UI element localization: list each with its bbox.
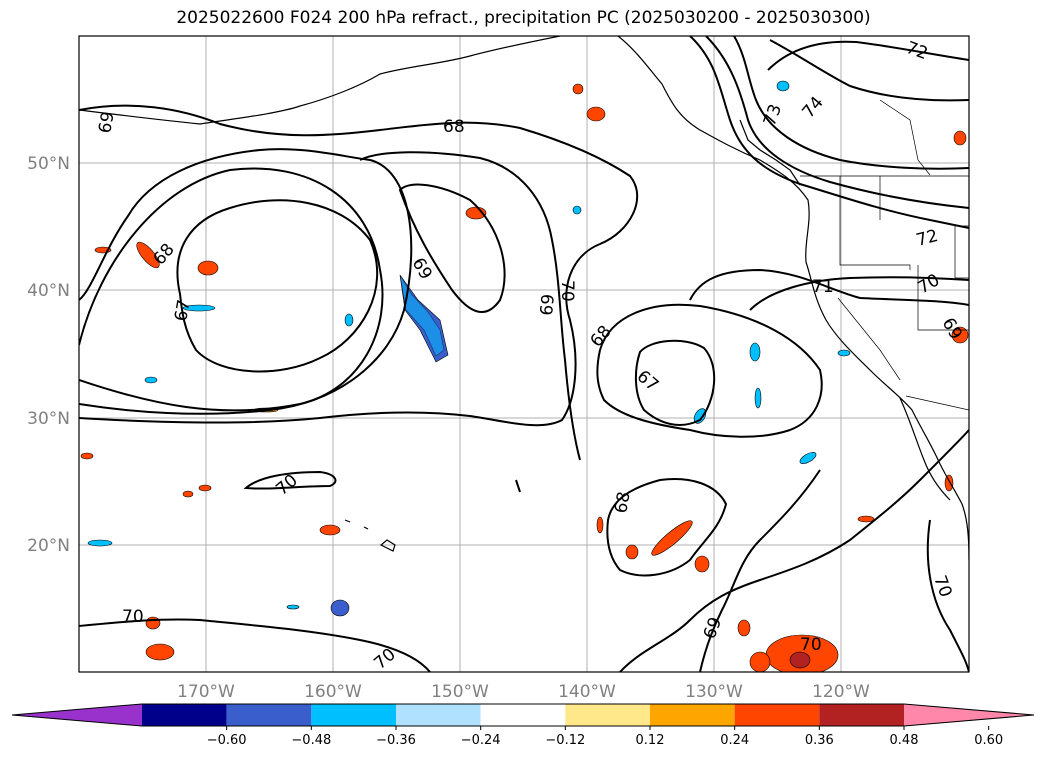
colorbar-swatch	[142, 704, 227, 726]
lon-tick: 140°W	[558, 682, 616, 702]
lat-tick: 20°N	[27, 536, 70, 556]
lat-tick: 50°N	[27, 154, 70, 174]
colorbar-tick-label: −0.36	[376, 733, 416, 748]
colorbar-tick-label: 0.36	[805, 733, 834, 748]
colorbar-swatch	[311, 704, 396, 726]
svg-text:71: 71	[812, 277, 834, 297]
plot-area	[79, 36, 969, 672]
colorbar-swatch	[480, 704, 566, 726]
colorbar-swatch	[226, 704, 312, 726]
colorbar-tick-label: 0.48	[890, 733, 919, 748]
colorbar-tick-label: 0.60	[974, 733, 1003, 748]
lon-tick: 120°W	[812, 682, 870, 702]
contours	[79, 36, 969, 672]
colorbar-tick-label: 0.12	[636, 733, 665, 748]
borders	[800, 99, 969, 411]
colorbar-tick-label: −0.24	[461, 733, 501, 748]
svg-text:70: 70	[557, 280, 577, 302]
lat-tick: 40°N	[27, 281, 70, 301]
colorbar: −0.60 −0.48 −0.36 −0.24 −0.12 0.12 0.24 0.36 0.4…	[11, 703, 1035, 748]
colorbar-tick-label: −0.12	[545, 733, 585, 748]
colorbar-swatch	[396, 704, 481, 726]
lon-tick: 130°W	[685, 682, 743, 702]
precip-patches	[80, 80, 969, 672]
colorbar-tick-label: −0.60	[207, 733, 247, 748]
lon-tick: 160°W	[304, 682, 362, 702]
svg-text:68: 68	[611, 490, 634, 515]
svg-text:69: 69	[95, 110, 118, 135]
lon-tick: 150°W	[431, 682, 489, 702]
colorbar-extend-low	[12, 704, 142, 726]
lat-tick-labels: 50°N 40°N 30°N 20°N	[27, 154, 70, 556]
lat-tick: 30°N	[27, 409, 70, 429]
lon-tick-labels: 170°W 160°W 150°W 140°W 130°W 120°W	[177, 682, 870, 702]
plot-frame	[78, 35, 970, 673]
colorbar-swatch	[819, 704, 904, 726]
svg-text:67: 67	[171, 298, 194, 323]
lon-tick: 170°W	[177, 682, 235, 702]
colorbar-swatch	[565, 704, 650, 726]
svg-text:69: 69	[537, 293, 559, 316]
svg-text:68: 68	[443, 117, 465, 137]
colorbar-tick-label: −0.48	[291, 733, 331, 748]
colorbar-swatch	[650, 704, 735, 726]
colorbar-outline	[11, 703, 1035, 727]
svg-text:70: 70	[800, 635, 822, 655]
colorbar-extend-high	[904, 704, 1034, 726]
colorbar-swatch	[734, 704, 820, 726]
svg-text:70: 70	[122, 607, 144, 627]
map-title: 2025022600 F024 200 hPa refract., precip…	[176, 8, 871, 28]
colorbar-tick-label: 0.24	[720, 733, 749, 748]
